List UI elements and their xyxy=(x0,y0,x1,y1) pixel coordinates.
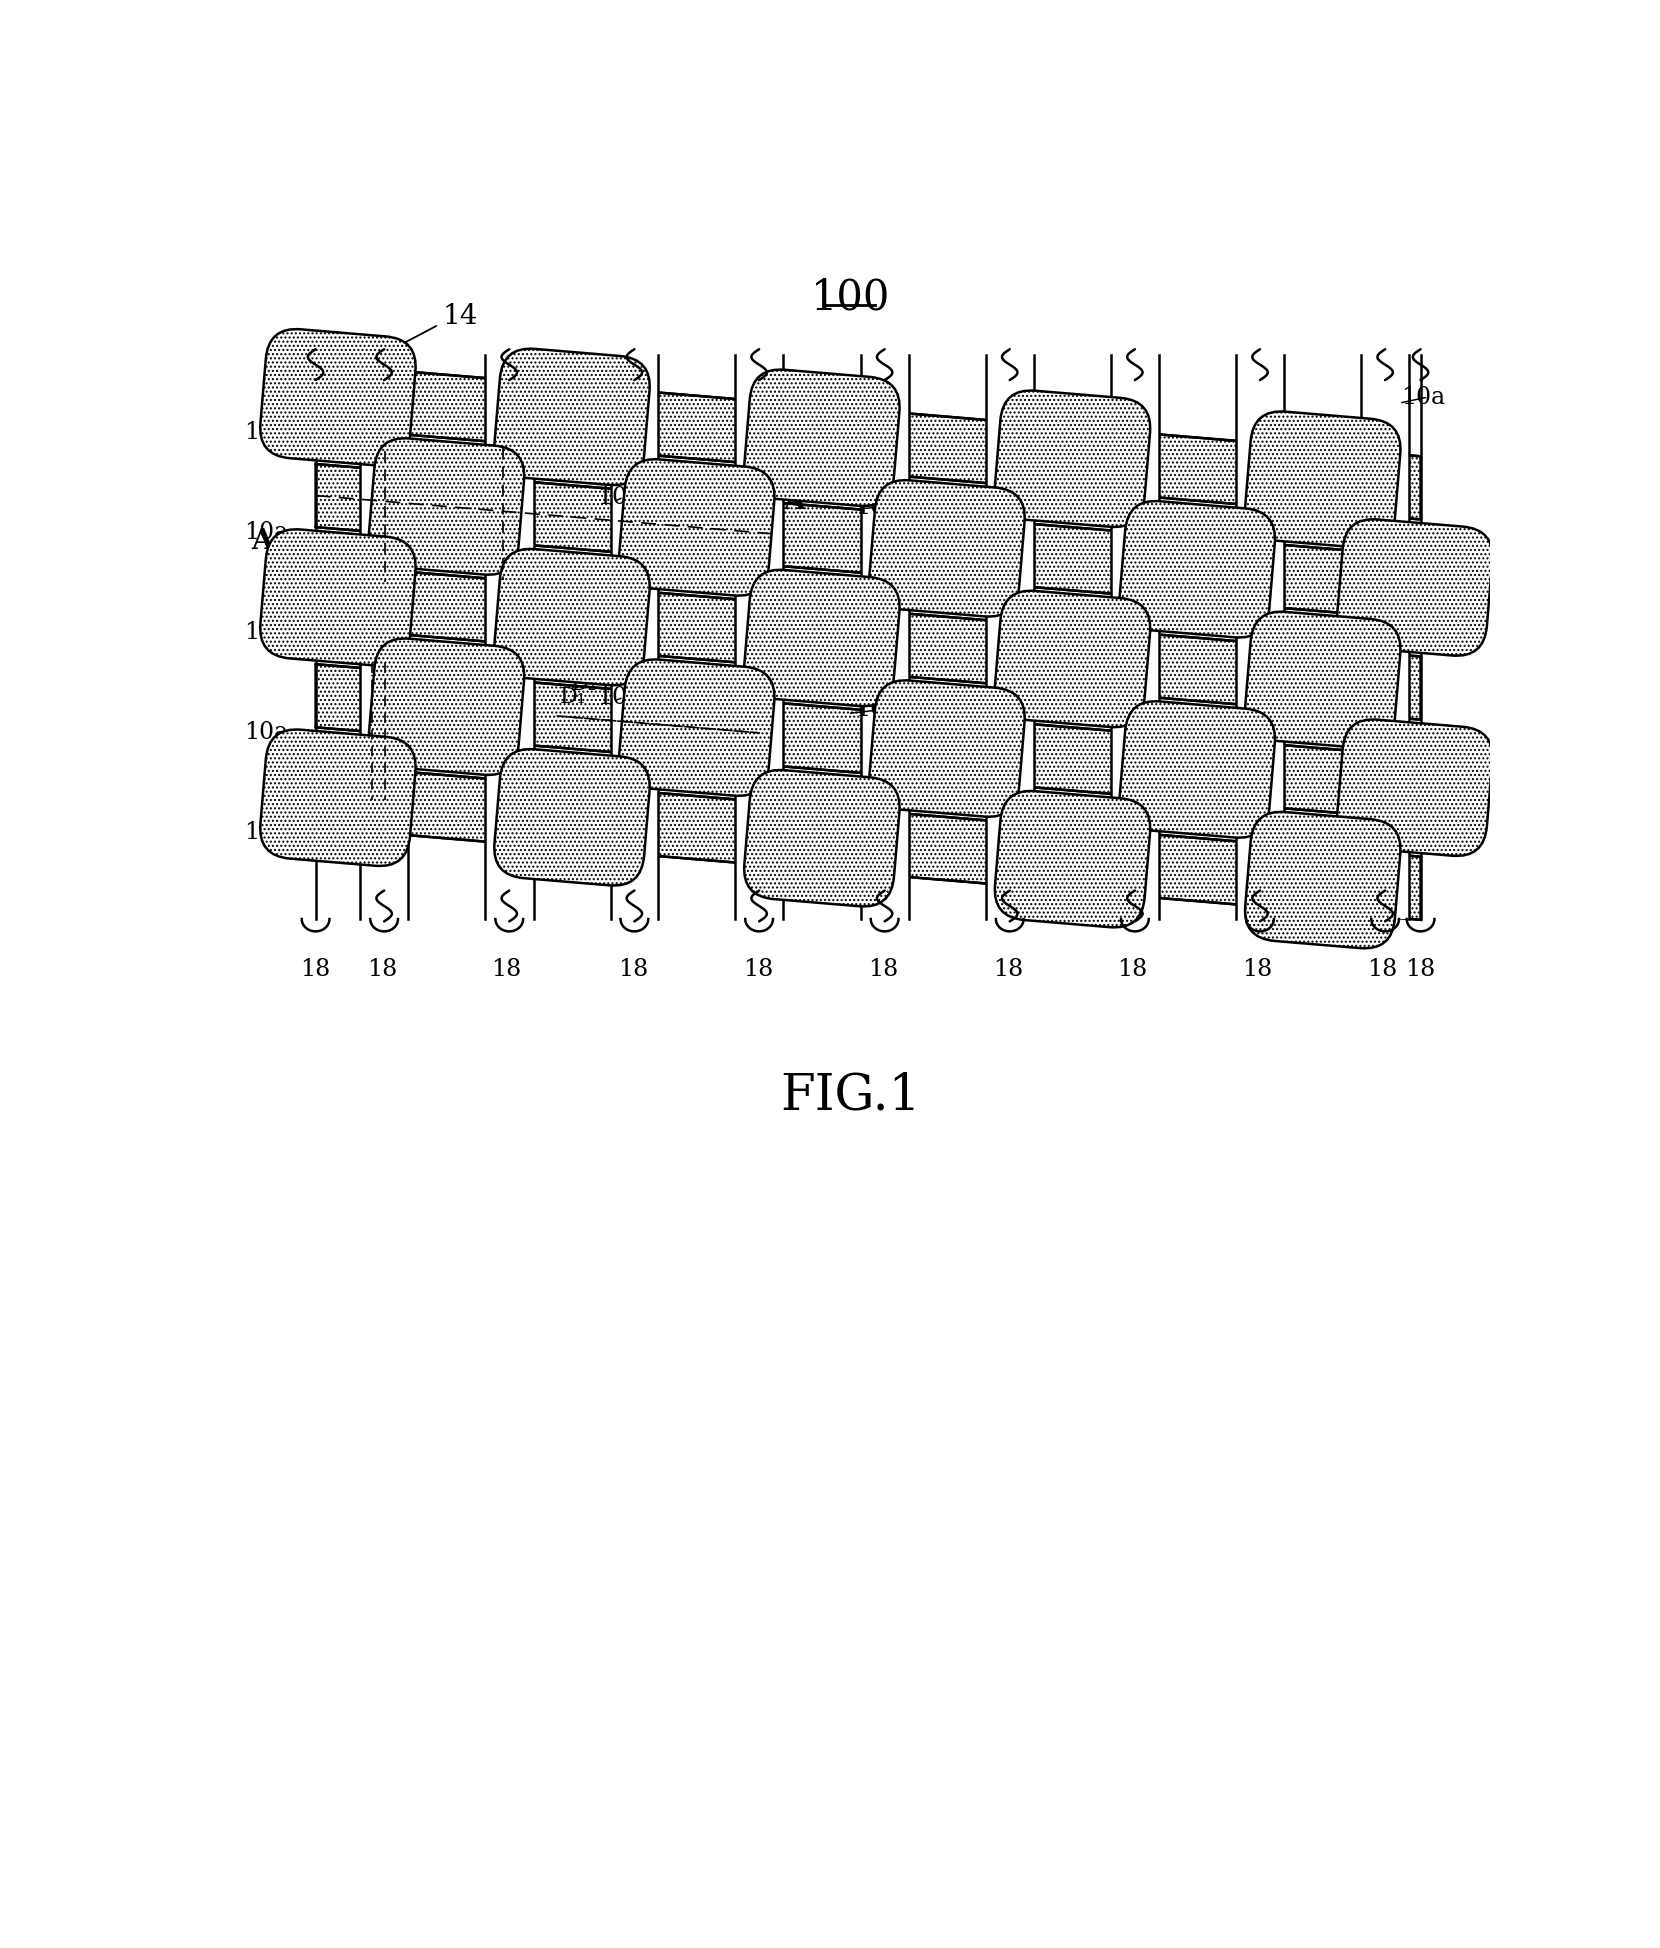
Text: B: B xyxy=(357,421,378,444)
Bar xyxy=(1111,355,1159,919)
FancyBboxPatch shape xyxy=(994,590,1150,727)
Text: 10a: 10a xyxy=(244,822,289,843)
FancyBboxPatch shape xyxy=(744,370,900,506)
Text: C: C xyxy=(506,586,526,610)
Polygon shape xyxy=(315,664,1421,820)
FancyBboxPatch shape xyxy=(369,438,525,575)
Text: 18: 18 xyxy=(1242,958,1273,980)
Text: 18: 18 xyxy=(367,958,398,980)
Text: A: A xyxy=(251,528,272,555)
Text: 10a: 10a xyxy=(596,793,641,816)
Text: 18: 18 xyxy=(300,958,330,980)
Text: 10a: 10a xyxy=(1401,769,1446,793)
FancyBboxPatch shape xyxy=(495,349,649,485)
FancyBboxPatch shape xyxy=(1245,411,1401,547)
Text: B₂: B₂ xyxy=(388,637,413,660)
Text: 10a: 10a xyxy=(855,596,900,619)
Text: 10a: 10a xyxy=(1401,586,1446,610)
FancyBboxPatch shape xyxy=(261,329,415,466)
FancyBboxPatch shape xyxy=(744,569,900,707)
Text: A: A xyxy=(784,489,805,514)
Text: D₁: D₁ xyxy=(559,686,586,709)
Text: 10a: 10a xyxy=(596,586,641,610)
Polygon shape xyxy=(315,364,1421,520)
Bar xyxy=(986,355,1034,919)
FancyBboxPatch shape xyxy=(261,729,415,867)
Text: 10a: 10a xyxy=(244,520,289,543)
FancyBboxPatch shape xyxy=(1119,501,1275,637)
Text: 10a: 10a xyxy=(855,495,900,518)
Text: D₁: D₁ xyxy=(686,748,712,769)
Text: 18: 18 xyxy=(1366,958,1398,980)
FancyBboxPatch shape xyxy=(870,680,1024,816)
Text: 14: 14 xyxy=(443,304,478,331)
Text: 18: 18 xyxy=(744,958,774,980)
FancyBboxPatch shape xyxy=(1336,520,1492,656)
FancyBboxPatch shape xyxy=(495,750,649,886)
FancyBboxPatch shape xyxy=(619,460,775,596)
Bar xyxy=(735,355,784,919)
Text: 18: 18 xyxy=(491,958,521,980)
FancyBboxPatch shape xyxy=(495,549,649,686)
FancyBboxPatch shape xyxy=(1245,812,1401,949)
Text: 10a: 10a xyxy=(855,386,900,409)
Text: 10a: 10a xyxy=(244,621,289,645)
Bar xyxy=(611,355,659,919)
Text: B₂: B₂ xyxy=(388,756,413,777)
FancyBboxPatch shape xyxy=(1119,701,1275,838)
FancyBboxPatch shape xyxy=(369,639,525,775)
Text: 10a: 10a xyxy=(855,697,900,721)
FancyBboxPatch shape xyxy=(994,791,1150,927)
Text: B: B xyxy=(357,588,378,612)
FancyBboxPatch shape xyxy=(619,660,775,797)
Text: 10a: 10a xyxy=(244,421,289,444)
Text: 18: 18 xyxy=(1117,958,1147,980)
Text: B₁: B₁ xyxy=(370,674,395,695)
Text: 10a: 10a xyxy=(1401,386,1446,409)
Bar xyxy=(485,355,533,919)
FancyBboxPatch shape xyxy=(261,530,415,666)
Text: 18: 18 xyxy=(1406,958,1436,980)
FancyBboxPatch shape xyxy=(994,390,1150,528)
Polygon shape xyxy=(315,764,1421,919)
Text: D₂: D₂ xyxy=(697,736,724,758)
Bar xyxy=(1361,355,1409,919)
Bar xyxy=(862,355,908,919)
Text: 100: 100 xyxy=(812,277,890,318)
Bar xyxy=(1235,355,1285,919)
Text: 10a: 10a xyxy=(596,386,641,409)
Text: 18: 18 xyxy=(993,958,1023,980)
Text: 10a: 10a xyxy=(596,686,641,709)
Bar xyxy=(360,355,408,919)
FancyBboxPatch shape xyxy=(870,479,1024,618)
Polygon shape xyxy=(315,565,1421,719)
Text: 18: 18 xyxy=(868,958,898,980)
Text: C: C xyxy=(506,417,526,442)
Text: B₁: B₁ xyxy=(370,793,395,816)
FancyBboxPatch shape xyxy=(1245,612,1401,748)
Text: 18: 18 xyxy=(619,958,649,980)
Text: 10a: 10a xyxy=(596,485,641,508)
FancyBboxPatch shape xyxy=(1336,719,1492,855)
Text: FIG.1: FIG.1 xyxy=(780,1071,921,1120)
FancyBboxPatch shape xyxy=(744,769,900,906)
Text: D₂: D₂ xyxy=(571,674,598,695)
Polygon shape xyxy=(315,464,1421,619)
Text: 10a: 10a xyxy=(244,721,289,744)
